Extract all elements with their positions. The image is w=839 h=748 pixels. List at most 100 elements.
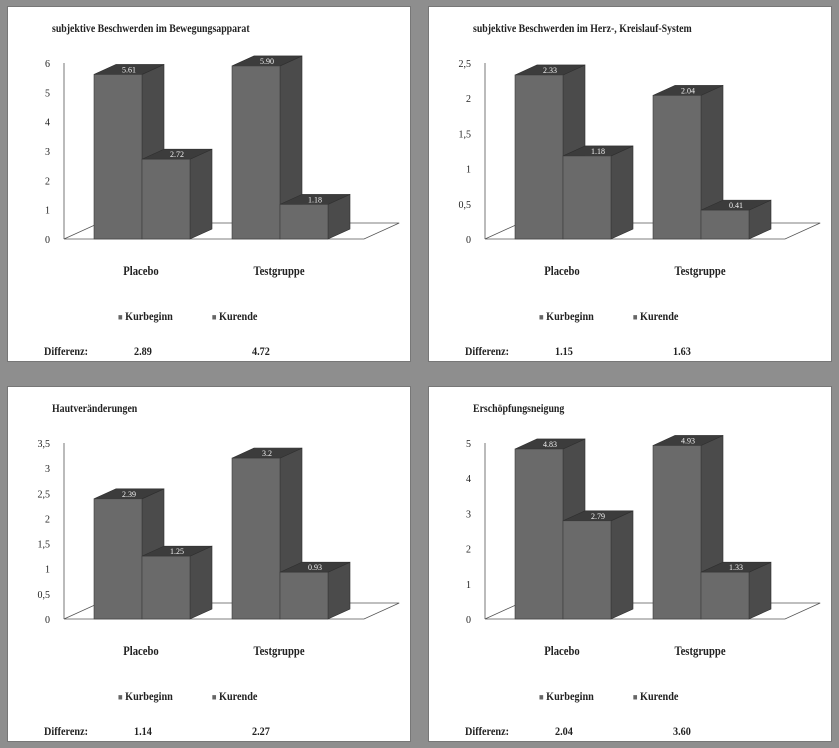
legend-marker-icon: ■ xyxy=(211,692,217,702)
chart-svg: 0 0,5 1 1,5 2 2,5 2.33 1.18 2.04 0.41 Placebo Testg… xyxy=(459,59,821,278)
legend-entry: ■ Kurbeginn xyxy=(118,689,173,703)
y-tick-label: 4 xyxy=(466,474,471,485)
y-tick-label: 0 xyxy=(45,615,50,626)
chart-svg: 0 1 2 3 4 5 6 5.61 2.72 5.90 1.18 Placebo Testgruppe xyxy=(45,55,400,278)
chart-title: subjektive Beschwerden im Herz-, Kreisla… xyxy=(473,21,692,35)
y-tick-label: 0 xyxy=(466,615,471,626)
legend-marker-icon: ■ xyxy=(211,312,217,322)
y-tick-label: 5 xyxy=(466,439,471,450)
bar-placebo-kurende xyxy=(141,148,213,240)
category-label: Placebo xyxy=(544,643,580,658)
category-label: Testgruppe xyxy=(674,643,725,658)
data-label: 1.25 xyxy=(170,547,184,556)
y-tick-label: 1 xyxy=(45,206,50,217)
legend-entry: ■ Kurbeginn xyxy=(118,309,173,323)
y-tick-label: 0 xyxy=(45,235,50,246)
y-tick-label: 1,5 xyxy=(459,129,472,140)
data-label: 0.93 xyxy=(308,563,322,572)
legend-marker-icon: ■ xyxy=(118,312,123,322)
chart-panel-herz-kreislauf: 0 0,5 1 1,5 2 2,5 2.33 1.18 2.04 0.41 Placebo Testg… xyxy=(428,6,832,362)
bar-placebo-kurende xyxy=(141,545,213,620)
y-tick-label: 1 xyxy=(466,580,471,591)
bar-testgruppe-kurende xyxy=(700,561,772,620)
legend-marker-icon: ■ xyxy=(539,692,544,702)
y-tick-label: 2 xyxy=(45,514,50,525)
legend-entry: ■ Kurende xyxy=(212,689,258,703)
bar-testgruppe-kurende xyxy=(700,199,772,240)
legend-label: Kurende xyxy=(640,689,679,703)
y-tick-label: 1 xyxy=(466,165,471,176)
difference-value: 4.72 xyxy=(252,344,270,358)
chart-title: Hautveränderungen xyxy=(52,401,138,415)
difference-value: 3.60 xyxy=(673,724,691,738)
legend-marker-icon: ■ xyxy=(118,692,123,702)
data-label: 2.33 xyxy=(543,66,557,75)
category-label: Placebo xyxy=(544,263,580,278)
y-tick-label: 0,5 xyxy=(459,200,472,211)
chart-title: subjektive Beschwerden im Bewegungsappar… xyxy=(52,21,250,35)
data-label: 5.61 xyxy=(122,65,136,74)
legend-entry: ■ Kurende xyxy=(633,309,679,323)
y-tick-label: 2 xyxy=(466,94,471,105)
chart-panel-hautveraenderungen: 0 0,5 1 1,5 2 2,5 3 3,5 2.39 1.25 3.2 0.93 Placebo Te… xyxy=(7,386,411,742)
y-tick-label: 3,5 xyxy=(38,439,51,450)
difference-label: Differenz: xyxy=(44,344,88,358)
legend-entry: ■ Kurbeginn xyxy=(539,689,594,703)
y-tick-label: 1 xyxy=(45,565,50,576)
bar-testgruppe-kurbeginn xyxy=(231,447,303,620)
data-label: 4.83 xyxy=(543,440,557,449)
data-label: 1.18 xyxy=(591,147,605,156)
y-tick-label: 2 xyxy=(466,545,471,556)
y-tick-label: 1,5 xyxy=(38,540,51,551)
legend-entry: ■ Kurende xyxy=(633,689,679,703)
legend-label: Kurbeginn xyxy=(546,309,594,323)
data-label: 5.90 xyxy=(260,57,274,66)
bar-placebo-kurbeginn xyxy=(93,63,165,240)
data-label: 2.39 xyxy=(122,490,136,499)
data-label: 4.93 xyxy=(681,436,695,445)
legend-label: Kurende xyxy=(219,309,258,323)
bar-testgruppe-kurbeginn xyxy=(652,84,724,240)
y-tick-label: 0,5 xyxy=(38,590,51,601)
bar-testgruppe-kurende xyxy=(279,561,351,620)
category-label: Placebo xyxy=(123,263,159,278)
difference-value: 1.63 xyxy=(673,344,691,358)
legend-marker-icon: ■ xyxy=(632,312,638,322)
legend-label: Kurbeginn xyxy=(125,689,173,703)
chart-panel-erschoepfungsneigung: 0 1 2 3 4 5 4.83 2.79 4.93 1.33 Placebo Testgruppe E… xyxy=(428,386,832,742)
y-tick-label: 3 xyxy=(45,464,50,475)
legend-entry: ■ Kurbeginn xyxy=(539,309,594,323)
category-label: Testgruppe xyxy=(253,263,304,278)
difference-value: 2.27 xyxy=(252,724,270,738)
bar-testgruppe-kurbeginn xyxy=(231,55,303,240)
category-label: Testgruppe xyxy=(674,263,725,278)
legend-label: Kurbeginn xyxy=(125,309,173,323)
data-label: 0.41 xyxy=(729,201,743,210)
data-label: 2.72 xyxy=(170,150,184,159)
difference-label: Differenz: xyxy=(44,724,88,738)
y-tick-label: 2 xyxy=(45,176,50,187)
chart-legend: ■ Kurbeginn ■ Kurende xyxy=(539,309,678,324)
legend-label: Kurende xyxy=(640,309,679,323)
legend-label: Kurende xyxy=(219,689,258,703)
category-label: Testgruppe xyxy=(253,643,304,658)
legend-marker-icon: ■ xyxy=(539,312,544,322)
difference-label: Differenz: xyxy=(465,724,509,738)
y-tick-label: 0 xyxy=(466,235,471,246)
chart-legend: ■ Kurbeginn ■ Kurende xyxy=(118,689,257,704)
data-label: 1.33 xyxy=(729,563,743,572)
y-tick-label: 2,5 xyxy=(38,489,51,500)
bar-placebo-kurende xyxy=(562,145,634,240)
y-tick-label: 6 xyxy=(45,59,50,70)
difference-value: 2.89 xyxy=(134,344,152,358)
legend-marker-icon: ■ xyxy=(632,692,638,702)
chart-panel-bewegungsapparat: 0 1 2 3 4 5 6 5.61 2.72 5.90 1.18 Placebo Testgruppe… xyxy=(7,6,411,362)
difference-value: 1.14 xyxy=(134,724,152,738)
difference-value: 2.04 xyxy=(555,724,573,738)
legend-entry: ■ Kurende xyxy=(212,309,258,323)
difference-label: Differenz: xyxy=(465,344,509,358)
data-label: 3.2 xyxy=(262,449,272,458)
y-tick-label: 3 xyxy=(45,147,50,158)
legend-label: Kurbeginn xyxy=(546,689,594,703)
